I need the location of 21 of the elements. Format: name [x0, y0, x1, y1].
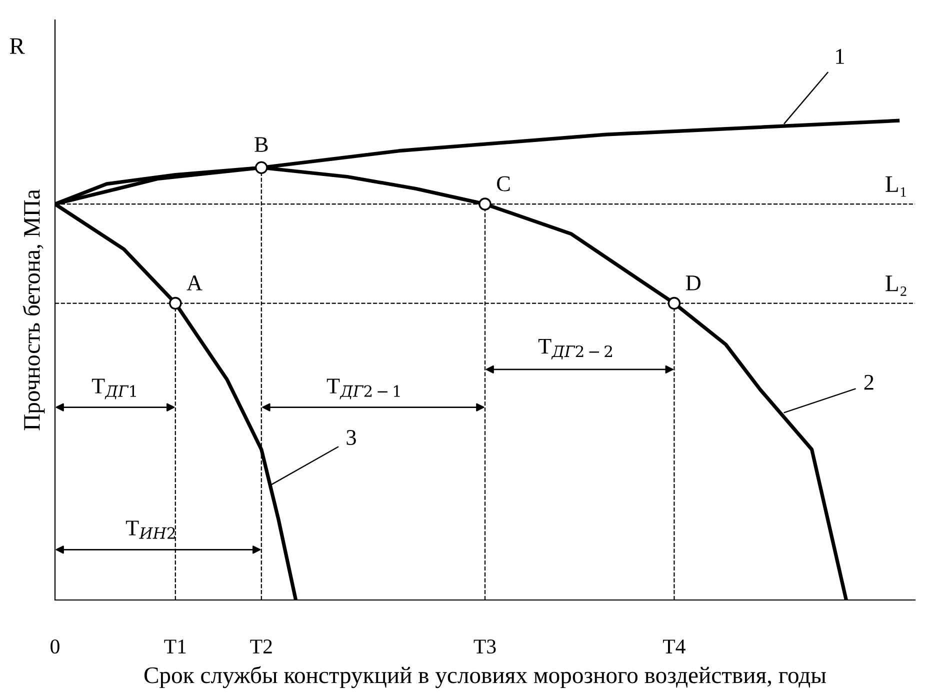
annotation: T$_{ИН2}$	[126, 520, 175, 539]
x-tick-label: T4	[663, 640, 686, 654]
ref-line-label: L₁	[886, 176, 906, 197]
annotation: T$_{ДГ1}$	[92, 378, 136, 400]
x-tick-label: T1	[164, 640, 186, 654]
ref-line-label: L₂	[886, 276, 906, 296]
x-tick-label: T2	[250, 640, 272, 654]
annotation: 3	[346, 430, 356, 445]
annotation: C	[497, 176, 510, 192]
annotation: A	[186, 276, 202, 290]
x-tick-label: T3	[474, 640, 496, 654]
annotation: D	[686, 276, 700, 290]
x-axis-title: Срок службы конструкций в условиях морозного воздействия, годы	[144, 666, 826, 688]
annotation: B	[254, 137, 268, 152]
annotation: T$_{ДГ2−1}$	[326, 378, 400, 400]
annotation: T$_{ДГ2−2}$	[538, 338, 612, 360]
annotation: 2	[864, 374, 874, 390]
text: 1	[836, 49, 844, 64]
y-axis-title: Прочность бетона, МПа	[22, 189, 45, 430]
x-tick-label: 0	[50, 639, 60, 654]
text: R	[10, 38, 25, 54]
